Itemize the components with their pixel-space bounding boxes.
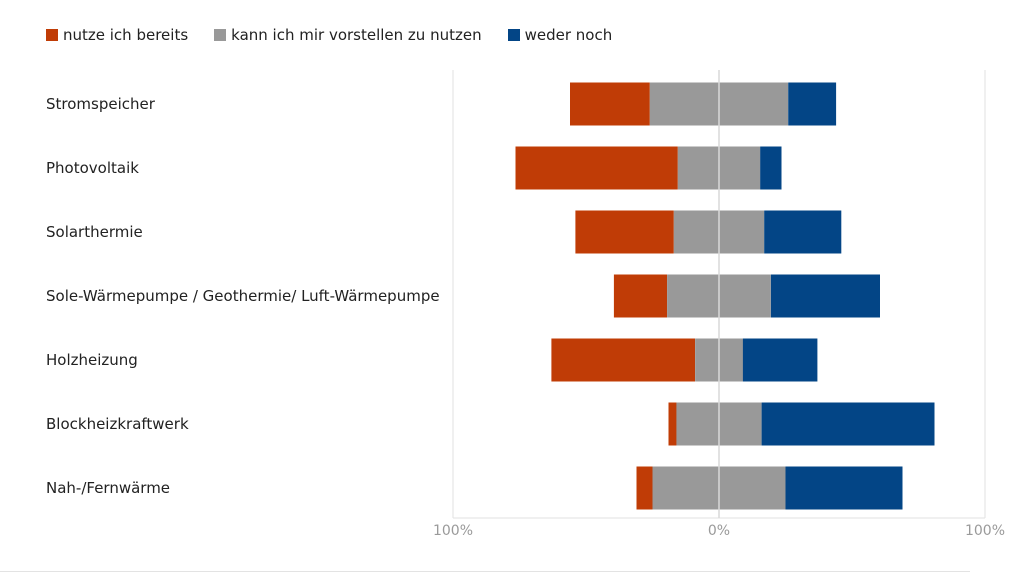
bottom-divider [0,571,970,572]
category-label-stromspeicher: Stromspeicher [46,95,156,113]
legend-swatch-weder-noch [507,29,520,41]
category-label-solarthermie: Solarthermie [46,223,143,241]
legend-label-nutze-ich-bereits: nutze ich bereits [63,26,189,44]
category-label-sole-w-rmepumpe-geothermie-luft-w-rmepumpe: Sole-Wärmepumpe / Geothermie/ Luft-Wärme… [46,287,440,305]
bar-sole-w-rmepumpe-geothermie-luft-w-rmepumpe-weder-noch [770,274,880,318]
category-label-blockheizkraftwerk: Blockheizkraftwerk [46,415,189,433]
legend-label-weder-noch: weder noch [524,26,613,44]
category-label-photovoltaik: Photovoltaik [46,159,139,177]
bar-stromspeicher-weder-noch [788,82,837,126]
bar-holzheizung-nutze-ich-bereits [551,338,695,382]
bar-photovoltaik-weder-noch [760,146,782,190]
bar-blockheizkraftwerk-nutze-ich-bereits [668,402,677,446]
bar-solarthermie-weder-noch [764,210,842,254]
legend-swatch-nutze-ich-bereits [46,29,58,41]
legend: nutze ich bereits kann ich mir vorstelle… [46,26,638,44]
category-label-holzheizung: Holzheizung [46,351,138,369]
bar-nah-fernw-rme-weder-noch [785,466,903,510]
legend-item-kann-ich-mir-vorstellen: kann ich mir vorstellen zu nutzen [214,26,482,44]
x-tick-label-0: 100% [433,523,473,539]
category-label-nah-fernw-rme: Nah-/Fernwärme [46,479,170,497]
bar-blockheizkraftwerk-weder-noch [761,402,935,446]
x-tick-label-2: 100% [965,523,1005,539]
legend-item-nutze-ich-bereits: nutze ich bereits [46,26,188,44]
legend-item-weder-noch: weder noch [507,26,613,44]
bar-photovoltaik-nutze-ich-bereits [515,146,678,190]
bar-solarthermie-nutze-ich-bereits [575,210,674,254]
bar-stromspeicher-nutze-ich-bereits [570,82,650,126]
bar-holzheizung-weder-noch [742,338,818,382]
legend-label-kann-ich-mir-vorstellen: kann ich mir vorstellen zu nutzen [231,26,482,44]
bar-sole-w-rmepumpe-geothermie-luft-w-rmepumpe-nutze-ich-bereits [613,274,668,318]
x-tick-label-1: 0% [708,523,730,539]
bar-nah-fernw-rme-nutze-ich-bereits [636,466,653,510]
legend-swatch-kann-ich-mir-vorstellen [214,29,227,41]
